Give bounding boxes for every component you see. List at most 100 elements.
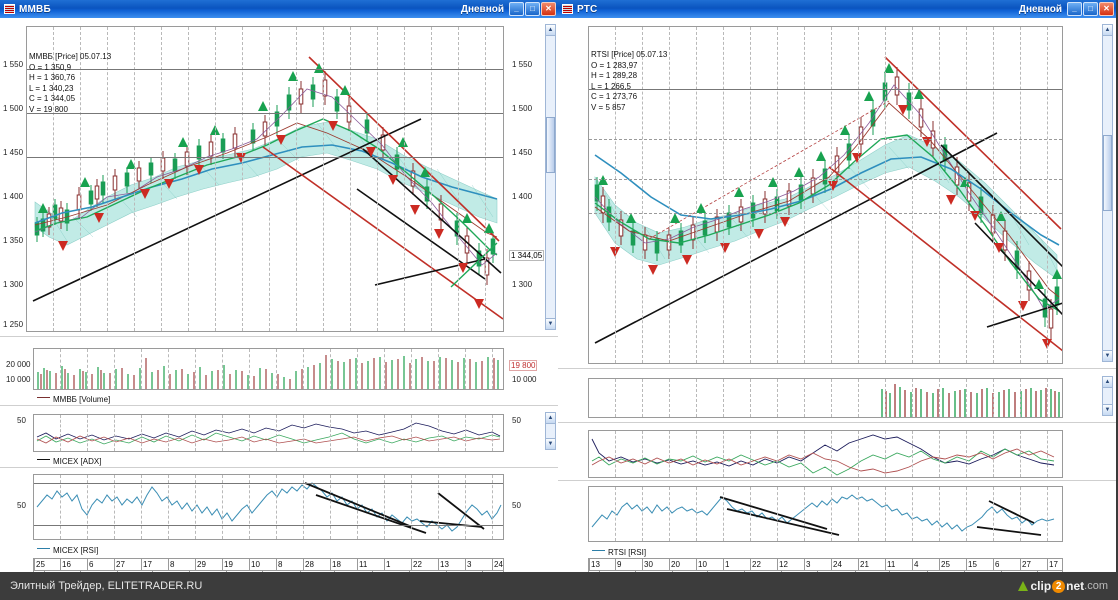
volume-plot-rts[interactable] [588, 378, 1063, 418]
scroll-up-arrow-micex[interactable]: ▲ [546, 25, 555, 36]
volume-bars-rts [881, 384, 1060, 417]
price-plot-rts[interactable] [588, 26, 1063, 364]
day-tick: 17 [1049, 560, 1058, 569]
volume-scrollbar-rts[interactable]: ▲ ▼ [1102, 376, 1113, 416]
close-button-micex[interactable]: ✕ [541, 2, 556, 16]
day-tick: 8 [278, 560, 283, 569]
volume-plot-micex[interactable] [33, 348, 504, 390]
adx-scroll-down-arrow-micex[interactable]: ▼ [546, 438, 555, 449]
date-axis-days-micex: 25 16 6 27 17 8 29 19 10 8 28 18 11 1 22… [34, 559, 503, 570]
chart-window-icon [562, 4, 573, 14]
ohlc-header-rts: RTSI [Price] 05.07.13 [591, 50, 668, 59]
timeframe-label-micex: Дневной [460, 3, 504, 15]
rsi-series-micex [36, 482, 502, 534]
price-ytick-right-1400-micex: 1 400 [512, 192, 533, 201]
titlebar-micex[interactable]: ММВБ Дневной _ □ ✕ [0, 0, 558, 18]
chart-window-icon [4, 4, 15, 14]
day-tick: 27 [116, 560, 125, 569]
day-tick: 3 [806, 560, 811, 569]
ohlc-close-micex: C = 1 344,05 [29, 94, 76, 103]
footer-bar: Элитный Трейдер, ELITETRADER.RU clip 2 n… [0, 572, 1118, 600]
maximize-button-rts[interactable]: □ [1083, 2, 1098, 16]
volume-bars-micex [37, 355, 499, 389]
day-tick: 24 [833, 560, 842, 569]
day-tick: 25 [36, 560, 45, 569]
clip2net-logo[interactable]: clip 2 net .com [1018, 579, 1108, 593]
close-button-rts[interactable]: ✕ [1099, 2, 1114, 16]
adx-ytick-50-micex: 50 [17, 416, 26, 425]
day-tick: 24 [494, 560, 503, 569]
volume-scroll-up-arrow-rts[interactable]: ▲ [1103, 377, 1112, 388]
volume-scroll-down-arrow-rts[interactable]: ▼ [1103, 404, 1112, 415]
day-tick: 1 [386, 560, 391, 569]
titlebar-rts[interactable]: РТС Дневной _ □ ✕ [558, 0, 1116, 18]
logo-clip-text: clip [1030, 579, 1052, 593]
price-ytick-1500-micex: 1 500 [3, 104, 24, 113]
maximize-button-micex[interactable]: □ [525, 2, 540, 16]
window-title-rts: РТС [577, 3, 598, 15]
price-ytick-right-1550-micex: 1 550 [512, 60, 533, 69]
day-tick: 6 [89, 560, 94, 569]
price-series-rts [594, 56, 1062, 352]
ohlc-info-micex: ММВБ [Price] 05.07.13 O = 1 350,9 H = 1 … [29, 52, 111, 115]
day-tick: 30 [644, 560, 653, 569]
adx-ytick-right-50-micex: 50 [512, 416, 521, 425]
rsi-legend-micex: MICEX [RSI] [37, 546, 98, 555]
volume-legend-swatch-micex [37, 397, 50, 399]
adx-series-rts [591, 434, 1055, 476]
day-tick: 21 [860, 560, 869, 569]
day-tick: 28 [305, 560, 314, 569]
rsi-plot-rts[interactable] [588, 486, 1063, 542]
adx-scroll-up-arrow-micex[interactable]: ▲ [546, 413, 555, 424]
price-plot-micex[interactable] [26, 26, 504, 332]
ohlc-low-rts: L = 1 266,5 [591, 81, 631, 91]
chart-window-rts: РТС Дневной _ □ ✕ [558, 0, 1116, 583]
rsi-plot-micex[interactable] [33, 474, 504, 540]
adx-series-micex [36, 422, 501, 445]
rsi-legend-swatch-rts [592, 550, 605, 552]
day-tick: 11 [359, 560, 368, 569]
scroll-thumb-micex[interactable] [546, 117, 555, 173]
day-tick: 22 [752, 560, 761, 569]
logo-two-badge: 2 [1052, 579, 1066, 593]
price-ytick-1300-micex: 1 300 [3, 280, 24, 289]
adx-plot-rts[interactable] [588, 430, 1063, 478]
minimize-button-rts[interactable]: _ [1067, 2, 1082, 16]
volume-ytick-right-10000-micex: 10 000 [512, 375, 537, 384]
volume-marker-micex: 19 800 [509, 360, 538, 371]
price-ytick-1350-micex: 1 350 [3, 236, 24, 245]
price-scrollbar-micex[interactable]: ▲ ▼ [545, 24, 556, 330]
day-tick: 9 [617, 560, 622, 569]
ohlc-high-micex: H = 1 360,76 [29, 73, 76, 82]
scroll-down-arrow-micex[interactable]: ▼ [546, 318, 555, 329]
scroll-up-arrow-rts[interactable]: ▲ [1103, 25, 1112, 36]
price-ytick-1250-micex: 1 250 [3, 320, 24, 329]
adx-scrollbar-micex[interactable]: ▲ ▼ [545, 412, 556, 450]
adx-legend-label-micex: MICEX [ADX] [53, 457, 102, 466]
scroll-down-arrow-rts[interactable]: ▼ [1103, 350, 1112, 361]
day-tick: 15 [968, 560, 977, 569]
scroll-thumb-rts[interactable] [1103, 135, 1112, 211]
day-tick: 29 [197, 560, 206, 569]
volume-ytick-20000-micex: 20 000 [6, 360, 31, 369]
price-scrollbar-rts[interactable]: ▲ ▼ [1102, 24, 1113, 362]
day-tick: 17 [143, 560, 152, 569]
chart-window-micex: ММВБ Дневной _ □ ✕ [0, 0, 558, 583]
minimize-button-micex[interactable]: _ [509, 2, 524, 16]
window-title-micex: ММВБ [19, 3, 51, 15]
day-tick: 18 [332, 560, 341, 569]
ohlc-low-micex: L = 1 340,23 [29, 83, 74, 93]
day-tick: 22 [413, 560, 422, 569]
panel-separator-2-micex [0, 405, 558, 406]
day-tick: 10 [251, 560, 260, 569]
rsi-series-rts [591, 494, 1055, 536]
day-tick: 20 [671, 560, 680, 569]
leaf-icon [1018, 581, 1029, 591]
adx-legend-swatch-micex [37, 459, 50, 461]
chart-body-rts: 1 650 1 600 1 550 1 500 1 450 1 400 1 35… [558, 18, 1116, 583]
chart-body-micex: 1 550 1 500 1 450 1 400 1 350 1 300 1 25… [0, 18, 558, 583]
last-price-marker-micex: 1 344,05 [509, 250, 545, 261]
price-ytick-right-1500-micex: 1 500 [512, 104, 533, 113]
adx-plot-micex[interactable] [33, 414, 504, 452]
day-tick: 16 [62, 560, 71, 569]
